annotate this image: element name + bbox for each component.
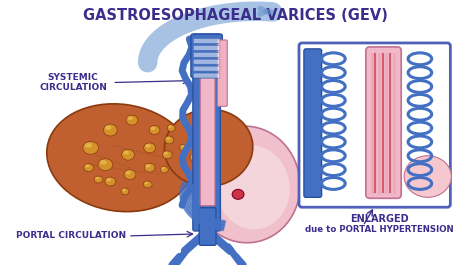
- Ellipse shape: [124, 170, 136, 180]
- Ellipse shape: [190, 154, 198, 161]
- Ellipse shape: [145, 182, 148, 184]
- Ellipse shape: [166, 137, 170, 140]
- Ellipse shape: [150, 127, 155, 130]
- FancyBboxPatch shape: [366, 47, 401, 198]
- Ellipse shape: [122, 149, 135, 160]
- Ellipse shape: [164, 109, 253, 186]
- Text: PORTAL CIRCULATION: PORTAL CIRCULATION: [16, 231, 126, 240]
- Ellipse shape: [105, 177, 116, 186]
- Ellipse shape: [404, 156, 451, 197]
- FancyBboxPatch shape: [299, 43, 450, 207]
- Ellipse shape: [167, 124, 175, 131]
- FancyBboxPatch shape: [193, 52, 220, 57]
- Text: due to PORTAL HYPERTENSION: due to PORTAL HYPERTENSION: [305, 226, 454, 234]
- Ellipse shape: [98, 159, 113, 171]
- Ellipse shape: [47, 104, 193, 212]
- Ellipse shape: [144, 163, 155, 172]
- Ellipse shape: [121, 188, 129, 195]
- Ellipse shape: [165, 136, 173, 144]
- FancyBboxPatch shape: [199, 208, 216, 245]
- Ellipse shape: [163, 151, 172, 159]
- Ellipse shape: [85, 165, 90, 168]
- Ellipse shape: [192, 126, 300, 243]
- Ellipse shape: [126, 115, 138, 125]
- Ellipse shape: [84, 164, 93, 172]
- Ellipse shape: [106, 178, 111, 181]
- FancyBboxPatch shape: [193, 59, 220, 64]
- Ellipse shape: [123, 151, 129, 155]
- FancyBboxPatch shape: [304, 49, 322, 197]
- Ellipse shape: [100, 160, 107, 165]
- Text: SYSTEMIC
CIRCULATION: SYSTEMIC CIRCULATION: [39, 73, 107, 92]
- FancyBboxPatch shape: [200, 74, 215, 206]
- Ellipse shape: [146, 164, 150, 168]
- FancyBboxPatch shape: [191, 34, 222, 78]
- Ellipse shape: [105, 125, 111, 130]
- FancyBboxPatch shape: [193, 73, 220, 78]
- FancyBboxPatch shape: [193, 39, 220, 43]
- FancyBboxPatch shape: [193, 45, 220, 50]
- Ellipse shape: [126, 171, 131, 174]
- Ellipse shape: [168, 125, 172, 128]
- Ellipse shape: [164, 152, 168, 155]
- Ellipse shape: [180, 144, 189, 151]
- FancyBboxPatch shape: [193, 66, 220, 71]
- Ellipse shape: [122, 189, 126, 191]
- Ellipse shape: [160, 166, 168, 173]
- FancyBboxPatch shape: [218, 40, 227, 106]
- Text: GASTROESOPHAGEAL VARICES (GEV): GASTROESOPHAGEAL VARICES (GEV): [82, 8, 388, 23]
- Ellipse shape: [145, 144, 151, 148]
- Ellipse shape: [128, 116, 133, 120]
- Ellipse shape: [83, 142, 99, 154]
- Ellipse shape: [232, 189, 244, 199]
- Text: ENLARGED: ENLARGED: [350, 214, 409, 224]
- Ellipse shape: [143, 181, 152, 188]
- Ellipse shape: [181, 145, 185, 148]
- Ellipse shape: [85, 143, 92, 148]
- Ellipse shape: [103, 124, 117, 136]
- Ellipse shape: [94, 176, 103, 183]
- Ellipse shape: [216, 146, 290, 229]
- Ellipse shape: [162, 167, 165, 169]
- Ellipse shape: [149, 126, 160, 135]
- Ellipse shape: [191, 155, 194, 158]
- Ellipse shape: [95, 177, 99, 180]
- Ellipse shape: [144, 143, 155, 153]
- FancyBboxPatch shape: [193, 34, 220, 231]
